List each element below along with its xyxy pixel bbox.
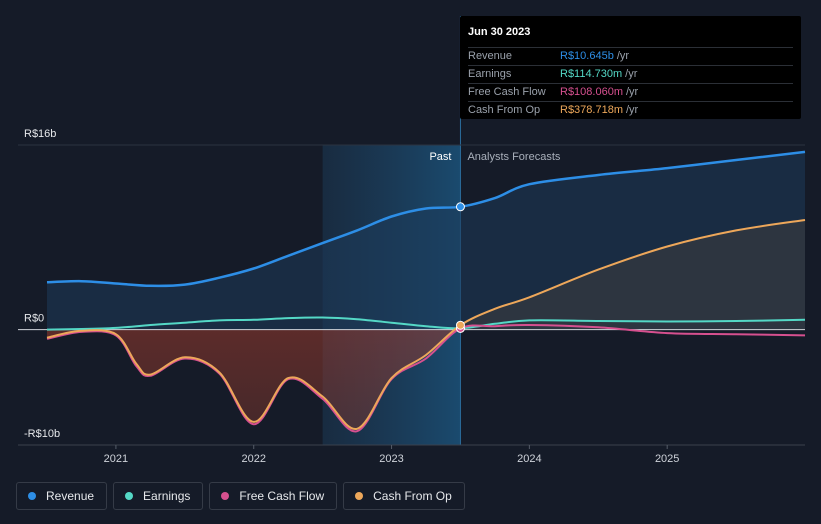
y-tick-label: R$0 xyxy=(24,313,44,325)
forecast-label: Analysts Forecasts xyxy=(467,151,560,163)
tooltip-date: Jun 30 2023 xyxy=(468,26,531,38)
tooltip-label: Cash From Op xyxy=(468,104,541,116)
legend: Revenue Earnings Free Cash Flow Cash Fro… xyxy=(16,482,465,510)
x-tick-label: 2024 xyxy=(517,453,541,465)
tooltip-value: R$10.645b xyxy=(560,50,614,62)
x-tick-label: 2025 xyxy=(655,453,679,465)
revenue-line xyxy=(46,150,806,288)
tooltip-row-cash-from-op: Cash From Op R$378.718m /yr xyxy=(468,101,793,119)
cash-from-op-marker xyxy=(455,320,465,330)
tooltip-label: Earnings xyxy=(468,68,512,80)
tooltip-row-revenue: Revenue R$10.645b /yr xyxy=(468,47,793,65)
past-label: Past xyxy=(429,151,451,163)
legend-dot-icon xyxy=(221,492,230,500)
x-tick-label: 2022 xyxy=(241,453,265,465)
earnings-line xyxy=(46,316,806,331)
tooltip-label: Free Cash Flow xyxy=(468,86,546,98)
x-tick-label: 2021 xyxy=(104,453,128,465)
cash-from-op-line xyxy=(46,219,806,430)
legend-label: Earnings xyxy=(143,489,191,503)
revenue-area xyxy=(47,151,805,330)
tooltip-unit: /yr xyxy=(626,86,639,98)
legend-label: Free Cash Flow xyxy=(239,489,325,503)
tooltip: Jun 30 2023 Revenue R$10.645b /yr Earnin… xyxy=(460,16,801,119)
free-cash-flow-line xyxy=(46,323,806,433)
tooltip-value: R$114.730m xyxy=(560,68,623,80)
legend-item-free-cash-flow[interactable]: Free Cash Flow xyxy=(209,482,338,510)
legend-label: Cash From Op xyxy=(373,489,452,503)
tooltip-row-earnings: Earnings R$114.730m /yr xyxy=(468,65,793,83)
tooltip-value: R$108.060m xyxy=(560,86,623,98)
legend-dot-icon xyxy=(125,492,134,500)
legend-dot-icon xyxy=(355,492,364,500)
legend-item-revenue[interactable]: Revenue xyxy=(16,482,108,510)
negative-cash-area xyxy=(47,329,455,429)
tooltip-row-free-cash-flow: Free Cash Flow R$108.060m /yr xyxy=(468,83,793,101)
tooltip-unit: /yr xyxy=(616,50,630,62)
legend-dot-icon xyxy=(28,492,36,500)
legend-item-cash-from-op[interactable]: Cash From Op xyxy=(343,482,465,510)
tooltip-unit: /yr xyxy=(626,104,639,116)
tooltip-unit: /yr xyxy=(625,68,638,80)
y-tick-label: -R$10b xyxy=(24,428,60,440)
y-tick-label: R$16b xyxy=(24,128,56,140)
legend-item-earnings[interactable]: Earnings xyxy=(113,482,204,510)
tooltip-label: Revenue xyxy=(468,50,513,62)
revenue-marker xyxy=(455,202,465,212)
x-tick-label: 2023 xyxy=(379,453,403,465)
legend-label: Revenue xyxy=(46,489,95,503)
tooltip-value: R$378.718m xyxy=(560,104,623,116)
